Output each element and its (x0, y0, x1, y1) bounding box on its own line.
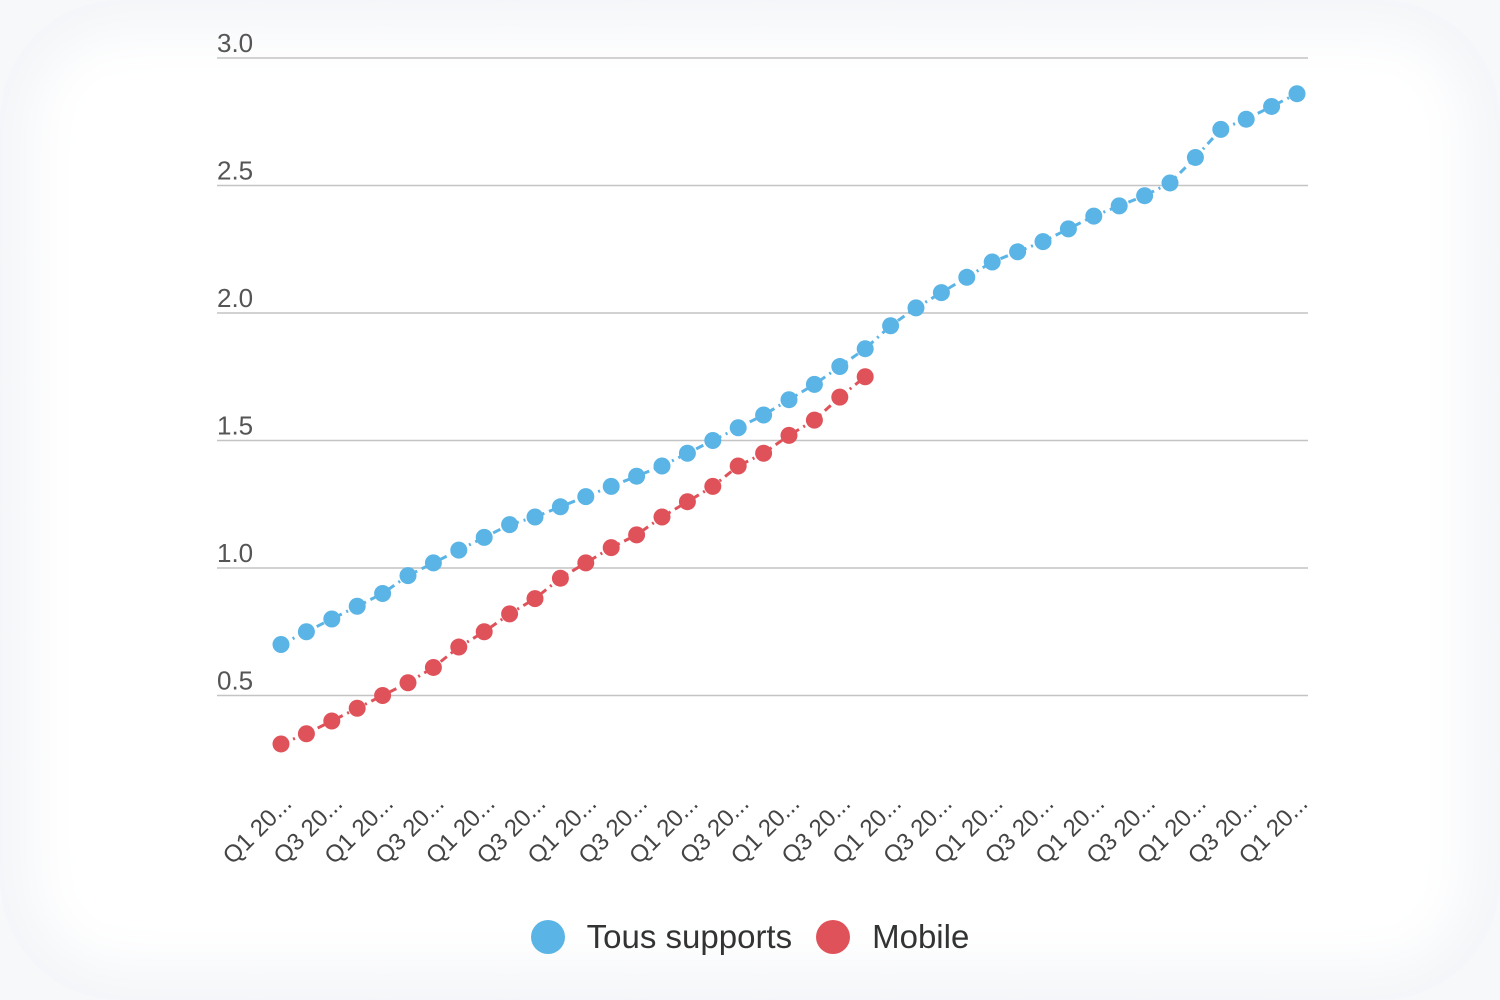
y-tick-label: 2.0 (217, 283, 253, 313)
data-point[interactable] (272, 735, 290, 753)
data-point[interactable] (272, 636, 290, 653)
data-point[interactable] (1237, 110, 1255, 128)
data-point[interactable] (805, 375, 823, 393)
data-point[interactable] (678, 493, 696, 511)
data-point[interactable] (399, 674, 417, 692)
data-point[interactable] (374, 585, 392, 602)
data-point[interactable] (628, 526, 646, 544)
data-point[interactable] (983, 253, 1001, 271)
data-point[interactable] (1009, 243, 1027, 261)
data-point[interactable] (475, 623, 493, 641)
data-point[interactable] (1085, 207, 1103, 225)
legend-item-mobile[interactable]: Mobile (816, 918, 969, 956)
y-tick-label: 3.0 (217, 28, 253, 58)
legend: Tous supports Mobile (0, 918, 1500, 956)
data-point[interactable] (424, 658, 442, 676)
data-point[interactable] (323, 610, 341, 628)
data-point[interactable] (704, 477, 722, 495)
data-point[interactable] (932, 284, 950, 302)
data-point[interactable] (678, 444, 696, 462)
data-point[interactable] (551, 569, 569, 587)
data-point[interactable] (907, 299, 925, 317)
legend-swatch-mobile (816, 920, 851, 954)
data-point[interactable] (323, 712, 341, 730)
data-point[interactable] (424, 554, 442, 572)
data-point[interactable] (755, 444, 773, 462)
data-point[interactable] (374, 687, 392, 704)
y-tick-label: 1.0 (217, 538, 253, 568)
data-point[interactable] (1212, 120, 1230, 138)
data-point[interactable] (1161, 174, 1179, 192)
data-point[interactable] (653, 508, 671, 526)
data-point[interactable] (1136, 187, 1154, 205)
data-point[interactable] (958, 268, 976, 286)
data-point[interactable] (882, 317, 900, 335)
data-point[interactable] (704, 432, 722, 449)
data-point[interactable] (297, 725, 315, 743)
data-point[interactable] (1059, 220, 1077, 238)
series-tous-supports (272, 85, 1306, 653)
data-point[interactable] (1186, 148, 1204, 166)
data-point[interactable] (1034, 233, 1052, 251)
data-point[interactable] (577, 488, 595, 506)
y-tick-label: 1.5 (217, 411, 253, 441)
data-point[interactable] (831, 358, 849, 376)
legend-label: Tous supports (586, 918, 793, 955)
series-line (280, 375, 867, 746)
data-point[interactable] (602, 539, 620, 557)
data-point[interactable] (755, 406, 773, 424)
data-point[interactable] (856, 340, 874, 358)
data-point[interactable] (653, 457, 671, 475)
data-point[interactable] (831, 388, 849, 406)
legend-swatch-tous-supports (530, 920, 565, 954)
data-point[interactable] (1288, 85, 1306, 103)
data-point[interactable] (399, 567, 417, 585)
data-point[interactable] (577, 554, 595, 572)
y-axis-ticks: 3.0 2.5 2.0 1.5 1.0 0.5 (217, 28, 253, 696)
legend-item-tous-supports[interactable]: Tous supports (530, 918, 793, 956)
data-point[interactable] (1263, 97, 1281, 115)
data-point[interactable] (602, 477, 620, 495)
data-point[interactable] (501, 605, 519, 623)
data-point[interactable] (780, 426, 798, 444)
data-point[interactable] (729, 419, 747, 437)
x-axis-ticks: Q1 20...Q3 20...Q1 20...Q3 20...Q1 20...… (218, 790, 1313, 869)
series-mobile (272, 368, 874, 753)
data-point[interactable] (551, 498, 569, 516)
y-tick-label: 2.5 (217, 156, 253, 186)
data-point[interactable] (526, 590, 544, 608)
data-point[interactable] (780, 391, 798, 409)
data-point[interactable] (475, 528, 493, 546)
data-point[interactable] (450, 638, 468, 656)
data-point[interactable] (297, 623, 315, 641)
data-point[interactable] (348, 597, 366, 615)
data-point[interactable] (1110, 197, 1128, 215)
data-point[interactable] (501, 516, 519, 534)
data-point[interactable] (628, 467, 646, 485)
gridlines (217, 57, 1308, 697)
data-point[interactable] (729, 457, 747, 475)
line-chart: 3.0 2.5 2.0 1.5 1.0 0.5 Q1 20...Q3 20...Q1 20… (217, 28, 1313, 870)
data-point[interactable] (526, 508, 544, 526)
data-point[interactable] (805, 411, 823, 429)
data-point[interactable] (450, 541, 468, 559)
legend-label: Mobile (872, 918, 970, 955)
y-tick-label: 0.5 (217, 666, 253, 696)
data-point[interactable] (348, 699, 366, 717)
series-layer (272, 85, 1306, 753)
data-point[interactable] (856, 368, 874, 386)
